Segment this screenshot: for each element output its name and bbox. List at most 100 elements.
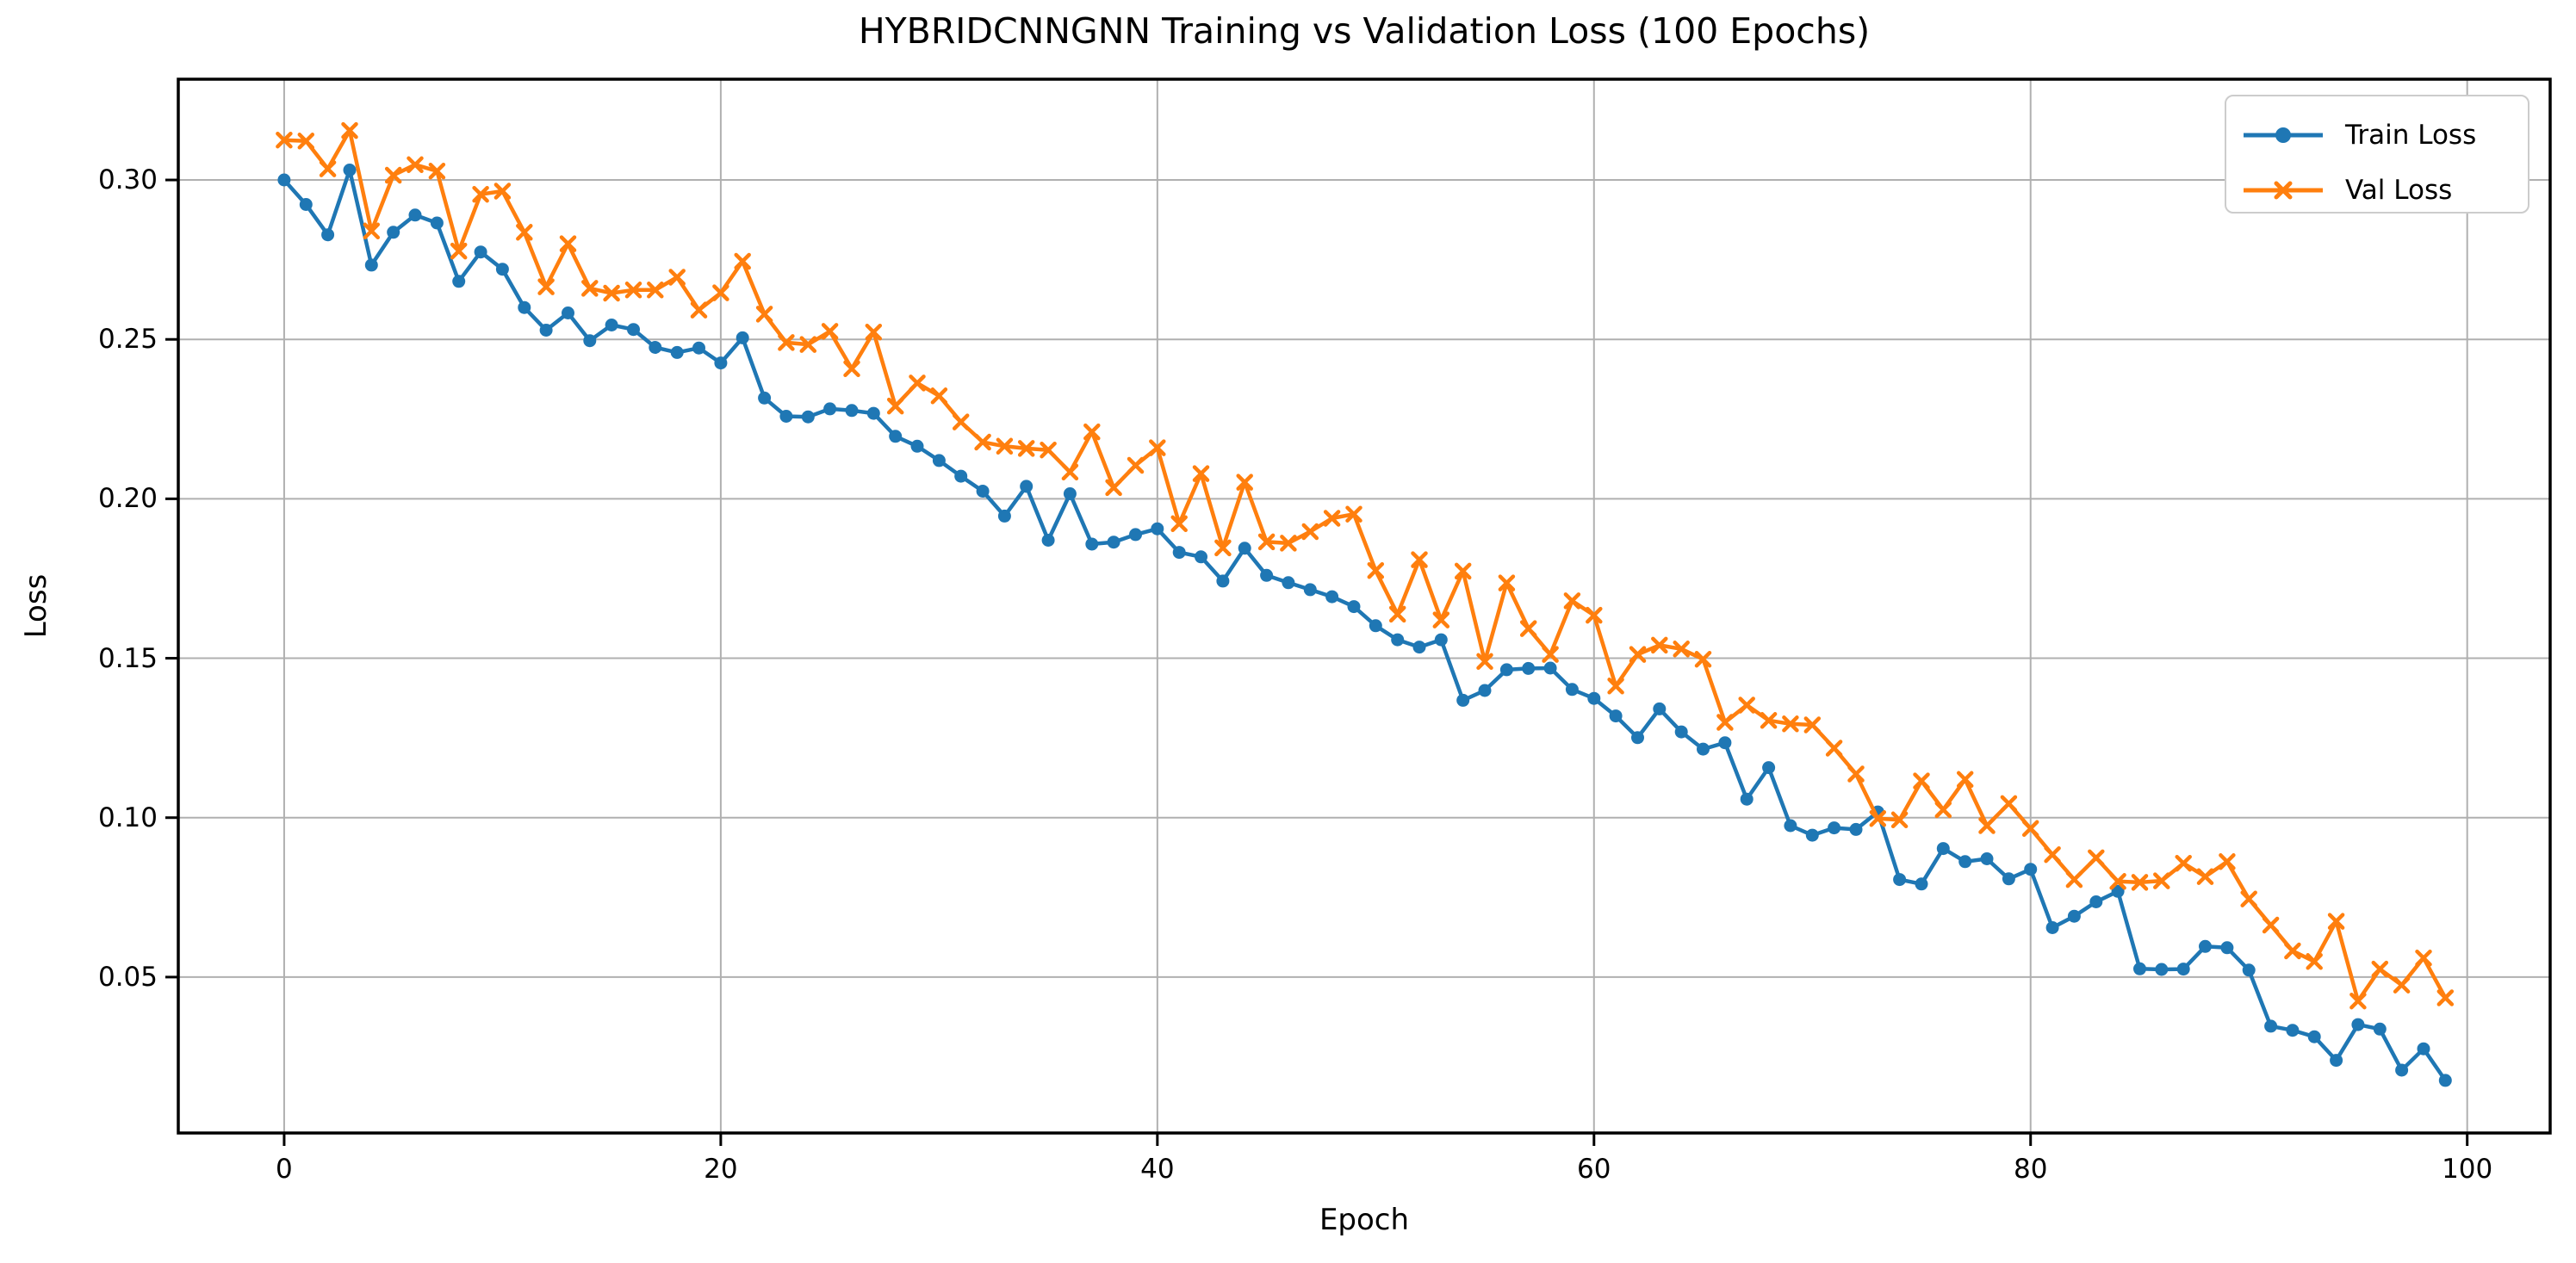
val-loss-marker <box>384 166 402 184</box>
train-loss-marker <box>1434 633 1448 647</box>
train-loss-marker <box>1282 576 1295 590</box>
val-loss-marker <box>1673 641 1690 658</box>
train-loss-marker <box>1565 683 1579 697</box>
legend: Train Loss Val Loss <box>2225 95 2529 214</box>
train-loss-marker <box>2024 863 2038 876</box>
y-axis-label: Loss <box>19 573 53 639</box>
x-tick-label: 40 <box>1140 1154 1175 1185</box>
train-loss-marker <box>2417 1042 2430 1056</box>
train-loss-marker <box>1456 693 1470 707</box>
train-loss-marker <box>932 454 946 467</box>
train-loss-marker <box>2089 895 2103 908</box>
val-loss-marker <box>2175 854 2192 872</box>
train-loss-marker <box>1478 684 1492 697</box>
val-loss-marker <box>1803 716 1822 734</box>
val-loss-marker <box>2371 960 2389 978</box>
val-loss-marker <box>1170 515 1188 533</box>
train-loss-marker <box>670 345 684 359</box>
val-loss-marker <box>1542 646 1559 663</box>
val-loss-marker <box>778 334 795 351</box>
legend-label-train-loss: Train Loss <box>2345 120 2477 151</box>
train-loss-marker <box>1762 761 1776 775</box>
val-loss-marker <box>428 162 446 180</box>
val-loss-marker <box>1498 574 1516 591</box>
train-loss-marker <box>1172 546 1186 560</box>
train-loss-marker <box>1412 641 1426 654</box>
val-loss-marker <box>1607 678 1624 695</box>
val-loss-marker <box>2153 872 2170 889</box>
val-loss-marker <box>2044 845 2061 864</box>
val-loss-marker <box>1367 561 1385 579</box>
val-loss-marker <box>930 387 948 405</box>
val-loss-marker <box>1236 474 1253 491</box>
train-loss-marker <box>562 306 574 319</box>
train-loss-marker <box>1260 568 1274 582</box>
val-loss-marker <box>1782 715 1799 733</box>
val-loss-marker <box>603 284 620 302</box>
train-loss-marker <box>277 173 291 187</box>
train-loss-marker <box>1674 725 1688 739</box>
legend-label-val-loss: Val Loss <box>2345 175 2453 206</box>
val-loss-marker <box>1716 714 1734 731</box>
val-loss-marker <box>2240 890 2257 907</box>
val-loss-marker <box>1432 611 1450 628</box>
train-loss-marker <box>954 469 968 483</box>
val-loss-marker <box>493 183 512 200</box>
val-loss-marker <box>363 222 381 240</box>
train-loss-marker <box>1980 852 1994 865</box>
train-loss-marker <box>1369 619 1382 633</box>
train-loss-marker <box>539 324 553 337</box>
val-loss-marker <box>2131 874 2149 891</box>
val-loss-marker <box>2284 942 2301 960</box>
train-loss-marker <box>649 341 662 354</box>
val-loss-marker <box>1083 423 1101 441</box>
val-loss-marker <box>1345 505 1362 523</box>
val-loss-marker <box>319 160 337 177</box>
train-loss-marker <box>2330 1054 2343 1068</box>
val-loss-marker <box>690 301 708 319</box>
val-loss-marker <box>450 242 468 260</box>
val-loss-line <box>282 128 2448 1003</box>
train-loss-marker <box>1958 855 1972 869</box>
val-loss-marker <box>2065 870 2083 888</box>
val-loss-marker <box>537 278 555 295</box>
train-loss-marker <box>1041 534 1055 547</box>
train-loss-marker <box>758 391 772 405</box>
val-loss-marker <box>1519 620 1537 637</box>
y-tick-label: 0.25 <box>97 324 158 356</box>
val-loss-marker <box>1257 533 1276 551</box>
val-loss-marker <box>1454 562 1472 580</box>
val-loss-marker <box>1061 463 1079 481</box>
train-loss-marker <box>452 275 466 288</box>
val-loss-marker <box>712 284 729 301</box>
train-loss-marker <box>736 331 749 344</box>
train-loss-marker <box>1391 633 1405 647</box>
train-loss-marker <box>321 228 335 242</box>
val-loss-marker <box>909 375 926 392</box>
train-loss-marker <box>2373 1022 2387 1036</box>
val-loss-marker <box>1760 712 1778 729</box>
train-loss-marker <box>1849 822 1863 836</box>
train-loss-marker <box>1195 550 1207 564</box>
train-loss-marker <box>1129 528 1142 542</box>
val-loss-marker <box>1869 810 1887 827</box>
val-loss-marker <box>1040 441 1057 459</box>
val-loss-marker <box>516 224 533 241</box>
train-loss-marker <box>779 410 793 423</box>
val-loss-marker <box>1301 523 1319 541</box>
train-loss-marker <box>2286 1024 2300 1037</box>
val-loss-marker <box>1388 605 1406 623</box>
train-loss-marker <box>518 300 531 314</box>
train-loss-marker <box>997 509 1011 523</box>
val-loss-marker <box>2021 820 2039 838</box>
val-loss-marker <box>821 323 839 340</box>
val-loss-marker <box>2415 949 2432 967</box>
y-tick-label: 0.30 <box>97 164 158 196</box>
val-loss-marker <box>1411 551 1428 568</box>
train-loss-marker <box>866 406 880 420</box>
train-loss-marker <box>1653 702 1667 715</box>
train-loss-marker <box>1718 736 1732 750</box>
train-loss-marker <box>2395 1063 2409 1077</box>
train-loss-marker <box>1499 663 1513 677</box>
